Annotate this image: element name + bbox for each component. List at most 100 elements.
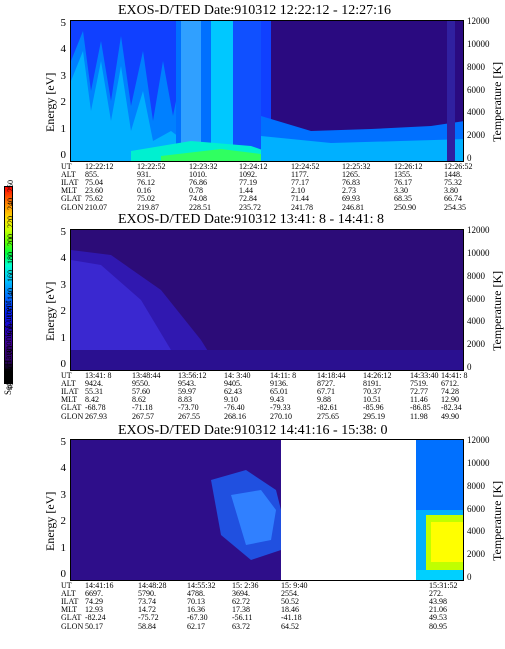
orbit-cell: 2.73: [342, 186, 356, 196]
orbit-cell: 0.78: [189, 186, 203, 196]
colorbar-label: Second Harmonic Current: [3, 300, 13, 395]
orbit-cell: -75.72: [138, 613, 159, 623]
energy-tick-label: 0: [60, 149, 67, 161]
orbit-row-label: ALT: [61, 170, 76, 180]
energy-tick-label: 2: [60, 515, 67, 528]
energy-tick-label: 1: [60, 122, 67, 135]
panel-2-title: EXOS-D/TED Date:910312 13:41: 8 - 14:41:…: [118, 212, 384, 227]
orbit-cell: 50.17: [85, 621, 103, 631]
orbit-cell: 6697.: [85, 589, 103, 599]
orbit-cell: 9.10: [224, 395, 238, 405]
colorbar-tick-label: 240: [6, 198, 15, 210]
colorbar-tick-label: 200: [6, 234, 15, 246]
colorbar-tick-label: 160: [6, 270, 15, 282]
orbit-cell: 9405.: [224, 379, 242, 389]
panel-2-plot: [70, 229, 464, 371]
orbit-cell: 62.43: [224, 387, 242, 397]
orbit-cell: -86.85: [410, 403, 431, 413]
orbit-cell: 11.98: [410, 411, 428, 421]
orbit-cell: 50.52: [281, 597, 299, 607]
temperature-tick-label: 8000: [467, 480, 485, 491]
temperature-tick-label: 10000: [467, 247, 490, 258]
orbit-cell: 275.65: [317, 411, 339, 421]
energy-tick-label: 4: [60, 252, 67, 265]
orbit-cell: 14:33:40: [410, 371, 439, 380]
orbit-cell: 77.17: [291, 178, 309, 188]
orbit-cell: 12.93: [85, 605, 103, 615]
orbit-row-label: ALT: [61, 589, 76, 599]
energy-tick-label: 5: [60, 17, 67, 29]
orbit-cell: 268.16: [224, 411, 246, 421]
orbit-cell: 77.19: [239, 178, 257, 188]
orbit-row-label: ILAT: [61, 178, 79, 188]
orbit-cell: 235.72: [239, 202, 261, 212]
energy-tick-label: 2: [60, 96, 67, 109]
energy-tick-label: 3: [60, 278, 67, 291]
orbit-cell: 1092.: [239, 170, 257, 180]
orbit-cell: -82.34: [441, 403, 462, 413]
orbit-row-label: GLON: [61, 621, 84, 631]
orbit-cell: 66.74: [444, 194, 462, 204]
orbit-cell: 267.57: [132, 411, 154, 421]
temperature-tick-label: 6000: [467, 503, 485, 514]
orbit-cell: -67.30: [187, 613, 208, 623]
orbit-cell: -82.61: [317, 403, 338, 413]
orbit-cell: 23.60: [85, 186, 103, 196]
orbit-cell: 15: 2:36: [232, 581, 259, 590]
orbit-cell: 74.28: [441, 387, 459, 397]
orbit-cell: 0.16: [137, 186, 151, 196]
orbit-cell: 75.02: [137, 194, 155, 204]
orbit-cell: 14:55:32: [187, 581, 216, 590]
orbit-cell: 2.10: [291, 186, 305, 196]
orbit-cell: 267.93: [85, 411, 107, 421]
temperature-tick-label: 8000: [467, 270, 485, 281]
orbit-cell: 75.62: [85, 194, 103, 204]
orbit-cell: 4788.: [187, 589, 205, 599]
orbit-cell: 12:22:12: [85, 162, 114, 171]
orbit-cell: 21.06: [429, 605, 447, 615]
orbit-cell: 7519.: [410, 379, 428, 389]
orbit-cell: 272.: [429, 589, 443, 599]
orbit-cell: 75.04: [85, 178, 103, 188]
orbit-cell: 3.80: [444, 186, 458, 196]
orbit-row-label: GLAT: [61, 403, 82, 413]
orbit-cell: 1010.: [189, 170, 207, 180]
energy-tick-label: 5: [60, 226, 67, 238]
orbit-cell: 17.38: [232, 605, 250, 615]
orbit-cell: -41.18: [281, 613, 302, 623]
panel-1-temperature-label: Temperature [K]: [490, 61, 504, 142]
orbit-cell: 1177.: [291, 170, 309, 180]
orbit-cell: 8.42: [85, 395, 99, 405]
orbit-cell: 72.84: [239, 194, 257, 204]
orbit-cell: 75.32: [444, 178, 462, 188]
energy-tick-label: 4: [60, 43, 67, 56]
orbit-cell: 15: 9:40: [281, 581, 308, 590]
temperature-tick-label: 0: [467, 153, 472, 163]
orbit-cell: 9550.: [132, 379, 150, 389]
orbit-cell: 71.44: [291, 194, 309, 204]
temperature-tick-label: 12000: [467, 435, 490, 445]
temperature-tick-label: 2000: [467, 130, 485, 141]
orbit-cell: 2554.: [281, 589, 299, 599]
orbit-cell: 14:41: 8: [441, 371, 468, 380]
orbit-cell: 267.55: [178, 411, 200, 421]
orbit-cell: -68.78: [85, 403, 106, 413]
colorbar-tick-label: 220: [6, 216, 15, 228]
orbit-cell: 69.93: [342, 194, 360, 204]
orbit-cell: 12:24:12: [239, 162, 268, 171]
orbit-row-label: GLON: [61, 411, 84, 421]
orbit-cell: -73.70: [178, 403, 199, 413]
orbit-cell: -82.24: [85, 613, 106, 623]
orbit-cell: 12.90: [441, 395, 459, 405]
orbit-cell: 67.71: [317, 387, 335, 397]
orbit-row-label: UT: [61, 371, 72, 380]
orbit-cell: 76.17: [394, 178, 412, 188]
orbit-cell: 16.36: [187, 605, 205, 615]
orbit-row-label: GLON: [61, 202, 84, 212]
orbit-cell: 12:26:52: [444, 162, 473, 171]
orbit-cell: 63.72: [232, 621, 250, 631]
energy-tick-label: 0: [60, 358, 67, 370]
orbit-cell: 12:23:32: [189, 162, 218, 171]
orbit-cell: 10.51: [363, 395, 381, 405]
temperature-tick-label: 4000: [467, 526, 485, 537]
